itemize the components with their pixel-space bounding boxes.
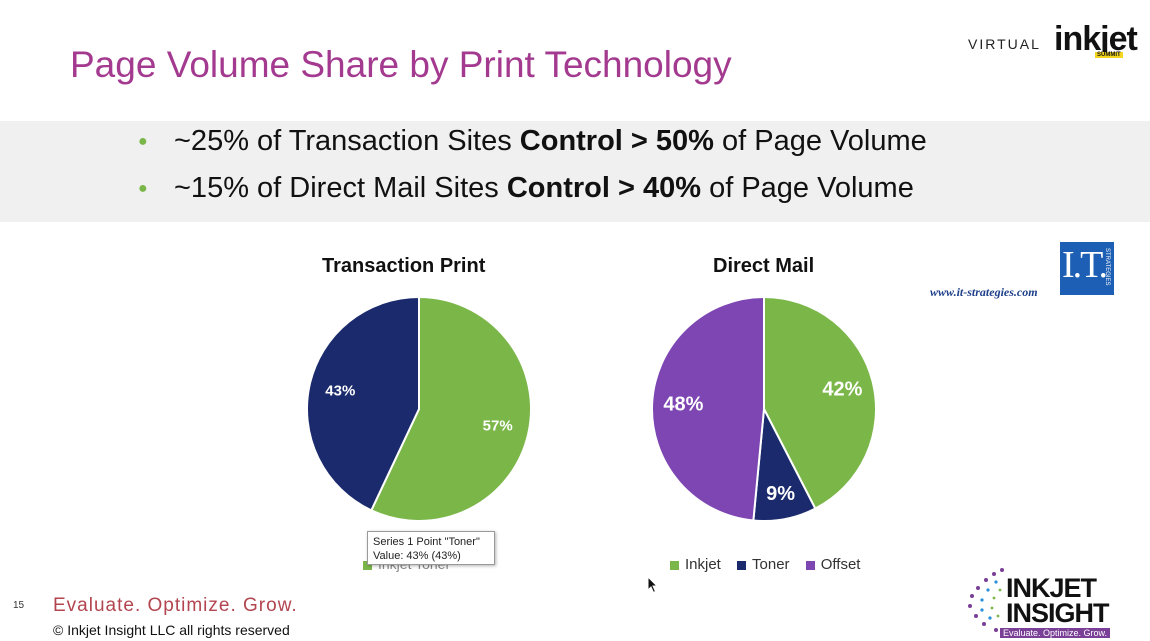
chart-title-transaction: Transaction Print xyxy=(322,255,486,277)
legend-swatch-inkjet xyxy=(670,560,679,570)
chart-title-direct-mail: Direct Mail xyxy=(713,255,815,277)
legend-label-inkjet: Inkjet xyxy=(685,556,721,573)
legend-swatch-offset xyxy=(805,560,815,570)
bullet-item-2: ● ~15% of Direct Mail Sites Control > 40%… xyxy=(138,172,914,205)
legend-direct-mail: Inkjet Toner Offset xyxy=(670,556,872,573)
data-label-inkjet: 42% xyxy=(822,378,862,400)
brand-virtual-text: VIRTUAL xyxy=(968,36,1041,52)
insight-burst-icon xyxy=(968,568,1004,632)
bullet-1-pre: ~25% of Transaction Sites xyxy=(174,125,520,157)
data-label-inkjet: 57% xyxy=(483,418,513,435)
insight-logo-text: INKJET INSIGHT xyxy=(1006,573,1110,628)
legend-swatch xyxy=(363,560,372,570)
footer-copyright: © Inkjet Insight LLC all rights reserved xyxy=(53,622,290,638)
bullet-item-1: ● ~25% of Transaction Sites Control > 50%… xyxy=(138,125,927,158)
bullet-band xyxy=(0,121,1150,222)
pie-slice-inkjet[interactable] xyxy=(763,295,877,510)
mouse-cursor-icon xyxy=(647,576,659,594)
bullet-1-bold: Control > 50% xyxy=(519,125,714,157)
it-strategies-logo: I.T. STRATEGIES xyxy=(1060,242,1114,295)
legend-swatch-toner xyxy=(737,560,747,570)
tooltip-line-2: Value: 43% (43%) xyxy=(373,550,461,562)
legend-label-offset: Offset xyxy=(820,556,861,573)
inkjet-insight-logo: INKJET INSIGHT Evaluate. Optimize. Grow. xyxy=(962,560,1127,640)
slide-number: 15 xyxy=(13,600,25,611)
pie-slice-offset[interactable] xyxy=(651,295,765,522)
bullet-2-post: of Page Volume xyxy=(701,172,914,204)
it-logo-text: I.T. xyxy=(1062,244,1108,286)
pie-slice-toner[interactable] xyxy=(306,295,420,512)
data-label-toner: 43% xyxy=(325,382,355,399)
legend-item-toner[interactable]: Toner xyxy=(737,556,790,573)
bullet-1-post: of Page Volume xyxy=(713,125,927,157)
legend-label-toner: Toner xyxy=(752,556,790,573)
page-title: Page Volume Share by Print Technology xyxy=(70,44,732,85)
pie-chart-direct-mail[interactable]: 42% 9% 48% xyxy=(651,295,877,522)
footer-tagline: Evaluate. Optimize. Grow. xyxy=(53,595,298,616)
data-label-toner: 9% xyxy=(766,483,795,505)
insight-logo-line-2: INSIGHT xyxy=(1006,598,1110,628)
pie-chart-transaction[interactable]: 57% 43% xyxy=(306,295,532,522)
pie-slice-inkjet[interactable] xyxy=(369,295,532,522)
it-logo-sub: STRATEGIES xyxy=(1104,248,1110,286)
brand-summit-text: SUMMIT xyxy=(1095,52,1123,58)
it-strategies-url: www.it-strategies.com xyxy=(930,285,1038,299)
bullet-2-bold: Control > 40% xyxy=(506,172,702,204)
insight-logo-line-1: INKJET xyxy=(1006,573,1097,603)
brand-inkjet-text: inkjet xyxy=(1054,20,1138,58)
legend-item-inkjet[interactable]: Inkjet xyxy=(670,556,721,573)
bullet-dot-icon: ● xyxy=(138,180,148,198)
legend-item-offset[interactable]: Offset xyxy=(805,556,861,573)
bullet-2-pre: ~15% of Direct Mail Sites xyxy=(174,172,507,204)
bullet-dot-icon: ● xyxy=(138,133,148,151)
virtual-inkjet-summit-logo: VIRTUAL inkjet SUMMIT xyxy=(968,20,1143,62)
chart-tooltip: Series 1 Point "Toner" Value: 43% (43%) xyxy=(367,531,495,565)
tooltip-line-1: Series 1 Point "Toner" xyxy=(373,536,480,548)
insight-logo-tag: Evaluate. Optimize. Grow. xyxy=(1000,628,1111,638)
data-label-offset: 48% xyxy=(663,393,703,415)
